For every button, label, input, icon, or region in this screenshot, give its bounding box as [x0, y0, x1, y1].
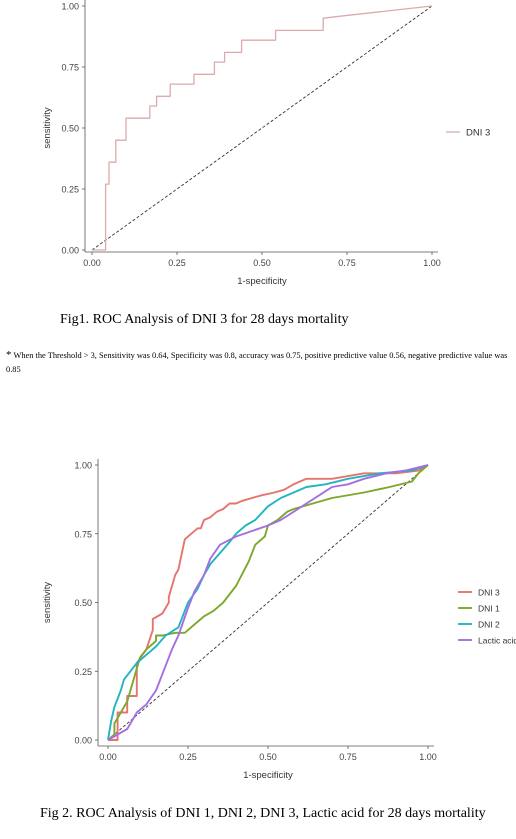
legend-label: DNI 3	[478, 588, 500, 598]
y-tick-label: 0.75	[74, 529, 92, 539]
footnote-text: When the Threshold > 3, Sensitivity was …	[6, 351, 508, 374]
series-line-dni-1	[107, 464, 429, 741]
x-tick-label: 1.00	[423, 258, 441, 268]
x-tick-label: 0.75	[339, 752, 357, 762]
x-tick-label: 0.50	[253, 258, 271, 268]
legend-label: Lactic acid	[478, 636, 516, 646]
y-tick-label: 1.00	[74, 461, 92, 471]
y-tick-label: 0.50	[74, 598, 92, 608]
series-line-lactic-acid	[107, 464, 429, 741]
x-axis-title: 1-specificity	[237, 276, 287, 287]
reference-diagonal	[107, 464, 429, 741]
threshold-footnote: * When the Threshold > 3, Sensitivity wa…	[6, 348, 511, 377]
y-axis-title: sensitivity	[42, 107, 53, 148]
legend-label: DNI 2	[478, 620, 500, 630]
x-tick-label: 0.25	[179, 752, 197, 762]
x-tick-label: 0.00	[83, 258, 101, 268]
x-tick-label: 0.50	[259, 752, 277, 762]
figure-1-caption: Fig1. ROC Analysis of DNI 3 for 28 days …	[60, 312, 349, 327]
y-tick-label: 0.25	[74, 667, 92, 677]
footnote-asterisk: *	[6, 349, 12, 361]
series-line-dni-2	[107, 464, 429, 741]
figure-2-caption: Fig 2. ROC Analysis of DNI 1, DNI 2, DNI…	[40, 806, 486, 821]
series-line-dni-3	[92, 5, 433, 251]
y-tick-label: 0.75	[61, 63, 79, 73]
x-tick-label: 1.00	[419, 752, 437, 762]
legend-label: DNI 3	[466, 128, 490, 139]
roc-chart-fig2: 0.00 0.25 0.50 0.75 1.00 0.00 0.25 0.50 0.75 1.00…	[42, 459, 516, 780]
x-axis-title: 1-specificity	[243, 770, 293, 780]
reference-diagonal	[91, 5, 433, 251]
x-tick-label: 0.75	[338, 258, 356, 268]
y-axis-title: sensitivity	[42, 582, 53, 623]
y-tick-label: 1.00	[61, 2, 79, 12]
legend-label: DNI 1	[478, 604, 500, 614]
y-tick-label: 0.00	[61, 246, 79, 256]
roc-chart-fig1: 0.00 0.25 0.50 0.75 1.00 0.00 0.25 0.50 0.75 1.00…	[42, 0, 490, 287]
y-tick-label: 0.25	[61, 185, 79, 195]
y-tick-label: 0.00	[74, 736, 92, 746]
x-tick-label: 0.25	[168, 258, 186, 268]
x-tick-label: 0.00	[99, 752, 117, 762]
y-tick-label: 0.50	[61, 124, 79, 134]
